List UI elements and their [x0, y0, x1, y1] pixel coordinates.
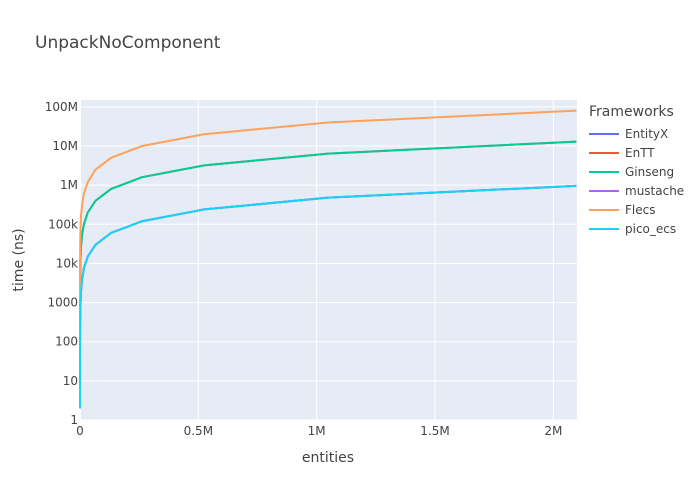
- x-tick-label: 0.5M: [184, 424, 213, 438]
- y-tick-label: 1M: [60, 178, 78, 192]
- legend-items: EntityX EnTT Ginseng mustache Flecs pico_ecs: [589, 124, 684, 238]
- gridlines: [79, 100, 577, 421]
- legend-label: EntityX: [625, 126, 669, 141]
- legend-label: pico_ecs: [625, 221, 677, 236]
- chart-title: UnpackNoComponent: [35, 33, 221, 53]
- y-tick-label: 10M: [52, 139, 78, 153]
- legend-swatch: [589, 132, 619, 135]
- legend-label: mustache: [625, 183, 685, 198]
- legend-label: Ginseng: [625, 164, 675, 179]
- legend-swatch: [589, 208, 619, 211]
- y-tick-label: 100k: [48, 217, 78, 231]
- y-tick-label: 1: [70, 413, 78, 427]
- legend-swatch: [589, 170, 619, 173]
- x-axis-label: entities: [302, 450, 354, 466]
- legend-item-ginseng[interactable]: Ginseng: [589, 162, 684, 181]
- y-axis-label: time (ns): [11, 228, 27, 291]
- series-lines: [79, 109, 577, 409]
- legend-item-pico-ecs[interactable]: pico_ecs: [589, 219, 684, 238]
- plot-background: [80, 100, 577, 420]
- legend-swatch: [589, 227, 619, 230]
- legend-title: Frameworks: [589, 104, 674, 120]
- x-tick-label: 2M: [544, 424, 562, 438]
- legend-item-flecs[interactable]: Flecs: [589, 200, 684, 219]
- legend-item-mustache[interactable]: mustache: [589, 181, 684, 200]
- x-tick-label: 1.5M: [420, 424, 449, 438]
- x-tick-label: 0: [76, 424, 84, 438]
- legend-swatch: [589, 189, 619, 192]
- legend-label: Flecs: [625, 202, 656, 217]
- y-tick-label: 100: [55, 335, 78, 349]
- legend-item-entityx[interactable]: EntityX: [589, 124, 684, 143]
- y-tick-label: 1000: [47, 296, 78, 310]
- y-tick-label: 100M: [45, 100, 78, 114]
- x-tick-labels: 0 0.5M 1M 1.5M 2M: [76, 424, 562, 438]
- y-tick-label: 10k: [56, 256, 78, 270]
- series-line-pico-ecs: [79, 184, 577, 409]
- legend-swatch: [589, 151, 619, 154]
- legend: Frameworks EntityX EnTT Ginseng mustache Fle…: [589, 104, 684, 238]
- x-tick-label: 1M: [308, 424, 326, 438]
- y-tick-labels: 1 10 100 1000 10k 100k 1M 10M 100M: [45, 100, 78, 427]
- legend-item-entt[interactable]: EnTT: [589, 143, 684, 162]
- y-tick-label: 10: [63, 374, 78, 388]
- legend-label: EnTT: [625, 145, 655, 160]
